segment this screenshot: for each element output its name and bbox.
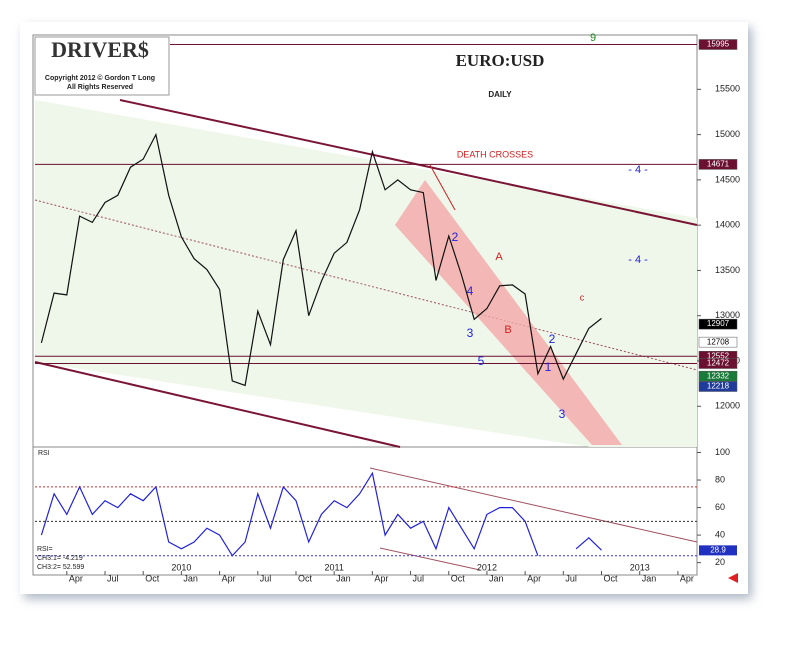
- rsi-panel: [32, 446, 698, 576]
- x-tick-label: Jan: [183, 573, 198, 583]
- rsi-trend: [369, 467, 698, 543]
- copyright: Copyright 2012 © Gordon T Long: [45, 74, 155, 82]
- year-label: 2011: [324, 562, 343, 572]
- x-tick-label: Jan: [642, 573, 657, 583]
- y-tick-label: 12000: [715, 401, 740, 411]
- rsi-legend: CH3:2= 52.599: [37, 564, 84, 571]
- rsi-trend: [379, 547, 481, 571]
- annotation: 2: [452, 230, 459, 244]
- x-tick-label: Apr: [374, 573, 388, 583]
- mid-line: [34, 199, 698, 371]
- annotation: c: [580, 292, 585, 302]
- arrow: [429, 164, 456, 211]
- x-tick-label: Apr: [222, 573, 236, 583]
- y-tick-label: 14000: [715, 220, 740, 230]
- year-label: 2010: [171, 562, 191, 572]
- x-tick-label: Jul: [565, 573, 577, 583]
- y-tick-label: 60: [715, 502, 725, 512]
- rsi-title: RSI: [38, 450, 50, 457]
- price-box: [698, 159, 738, 170]
- subtitle: DAILY: [488, 90, 512, 99]
- marks: 1599514671129071270812552124721233212218…: [40, 39, 738, 557]
- x-tick-label: Apr: [69, 573, 83, 583]
- annotation: 9: [590, 32, 596, 44]
- annotation: - 4 -: [628, 164, 648, 176]
- annotation: B: [504, 324, 511, 336]
- channel-bottom: [34, 361, 401, 448]
- y-tick-label: 15500: [715, 84, 740, 94]
- price-label: 12218: [707, 382, 730, 391]
- price-box: [698, 381, 738, 392]
- x-tick-label: Jul: [260, 573, 272, 583]
- series-line: [40, 132, 602, 387]
- y-tick-label: 40: [715, 529, 725, 539]
- grid: 1200012500130001350014000145001500015500…: [35, 44, 740, 583]
- x-tick-label: Oct: [145, 573, 160, 583]
- annotation: 2: [549, 332, 556, 346]
- x-tick-label: Jan: [489, 573, 504, 583]
- series-line: [40, 471, 602, 557]
- y-tick-label: 100: [715, 447, 730, 457]
- annotation: 3: [559, 407, 566, 421]
- x-tick-label: Jan: [336, 573, 351, 583]
- annotation: - 4 -: [628, 254, 648, 266]
- annotation: 4: [467, 284, 474, 298]
- price-label: 12472: [707, 359, 730, 368]
- y-tick-label: 80: [715, 474, 725, 484]
- price-label: 12708: [707, 337, 730, 346]
- price-box: [698, 318, 738, 330]
- annotation: 1: [545, 360, 552, 374]
- arrow-icon: [728, 573, 738, 583]
- x-tick-label: Jul: [107, 573, 119, 583]
- rsi-legend: RSI=: [37, 546, 53, 553]
- x-tick-label: Oct: [451, 573, 466, 583]
- y-tick-label: 13000: [715, 310, 740, 320]
- price-label: 12907: [707, 319, 730, 328]
- annotation: 5: [478, 354, 485, 368]
- last-box: [699, 545, 737, 556]
- chart-title: EURO:USD: [456, 51, 545, 70]
- price-label: 12552: [707, 351, 730, 360]
- y-tick-label: 14500: [715, 174, 740, 184]
- x-tick-label: Oct: [604, 573, 619, 583]
- x-tick-label: Apr: [527, 573, 541, 583]
- price-box: [698, 39, 738, 50]
- y-tick-label: 15000: [715, 129, 740, 139]
- last-label: 28.9: [710, 545, 726, 554]
- y-tick-label: 13500: [715, 265, 740, 275]
- y-tick-label: 20: [715, 557, 725, 567]
- year-label: 2012: [477, 562, 497, 572]
- rights: All Rights Reserved: [67, 84, 133, 91]
- annotation: 3: [467, 326, 474, 340]
- year-label: 2013: [630, 562, 650, 572]
- logo-name: DRIVER$: [51, 37, 149, 62]
- price-box: [698, 336, 738, 348]
- price-box: [698, 358, 738, 369]
- price-label: 14671: [707, 160, 730, 169]
- price-label: 12332: [707, 371, 730, 380]
- channel-top: [119, 99, 698, 226]
- rsi-legend: CH3:1= -4.219: [37, 555, 83, 562]
- x-tick-label: Oct: [298, 573, 313, 583]
- logo: [34, 36, 170, 96]
- price-box: [698, 370, 738, 382]
- annotation: A: [495, 251, 503, 263]
- x-tick-label: Jul: [413, 573, 425, 583]
- x-tick-label: Apr: [680, 573, 694, 583]
- price-label: 15995: [707, 40, 730, 49]
- annotation: DEATH CROSSES: [457, 149, 533, 159]
